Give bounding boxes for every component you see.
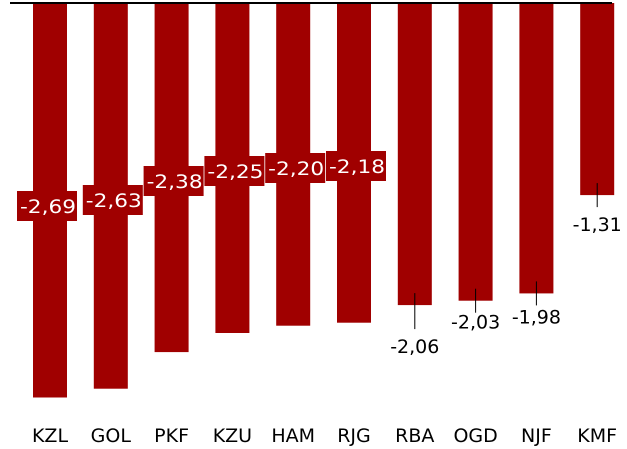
data-label-kzl: -2,69 bbox=[17, 191, 77, 221]
data-label-rjg: -2,18 bbox=[326, 151, 386, 181]
data-label-box bbox=[265, 153, 326, 183]
data-label-box bbox=[82, 185, 143, 215]
data-label-text: -2,25 bbox=[207, 161, 263, 183]
x-tick-label-kzl: KZL bbox=[32, 425, 68, 447]
x-tick-label-kmf: KMF bbox=[577, 425, 617, 447]
x-tick-label-kzu: KZU bbox=[213, 425, 252, 447]
x-tick-label-ogd: OGD bbox=[453, 425, 497, 447]
data-label-gol: -2,63 bbox=[82, 185, 143, 215]
data-label-text: -2,18 bbox=[329, 156, 385, 178]
data-label-box bbox=[143, 166, 204, 196]
data-label-text: -2,69 bbox=[20, 196, 76, 218]
x-tick-label-pkf: PKF bbox=[154, 425, 189, 447]
x-tick-label-njf: NJF bbox=[521, 425, 552, 447]
data-label-box bbox=[326, 151, 386, 181]
x-tick-label-rba: RBA bbox=[395, 425, 434, 447]
bar-njf bbox=[519, 3, 554, 294]
data-label-box bbox=[17, 191, 77, 221]
data-label-pkf: -2,38 bbox=[143, 166, 204, 196]
data-labels-layer: -2,69 -2,63-2,38 -2,25 -2,20 -2,18 -2,06 -2,03… bbox=[17, 151, 622, 358]
x-tick-labels-layer: KZL GOL PKF KZU HAM RJG RBA OGD NJF KMF bbox=[32, 425, 617, 447]
data-label-rba: -2,06 bbox=[390, 336, 439, 358]
data-label-ham: -2,20 bbox=[265, 153, 326, 183]
data-label-njf: -1,98 bbox=[512, 306, 561, 328]
data-label-kmf: -1,31 bbox=[573, 214, 622, 236]
data-label-text: -2,63 bbox=[86, 190, 142, 212]
x-tick-label-ham: HAM bbox=[271, 425, 315, 447]
x-tick-label-rjg: RJG bbox=[337, 425, 371, 447]
bar-rba bbox=[397, 3, 432, 306]
data-label-text: -2,38 bbox=[147, 171, 203, 193]
data-label-ogd: -2,03 bbox=[451, 312, 500, 334]
data-label-kzu: -2,25 bbox=[204, 156, 265, 186]
data-label-box bbox=[204, 156, 265, 186]
bar-kmf bbox=[580, 3, 615, 196]
label-leaders-layer bbox=[414, 183, 598, 330]
bar-ogd bbox=[458, 3, 493, 301]
data-label-text: -2,20 bbox=[268, 158, 324, 180]
x-tick-label-gol: GOL bbox=[91, 425, 132, 447]
